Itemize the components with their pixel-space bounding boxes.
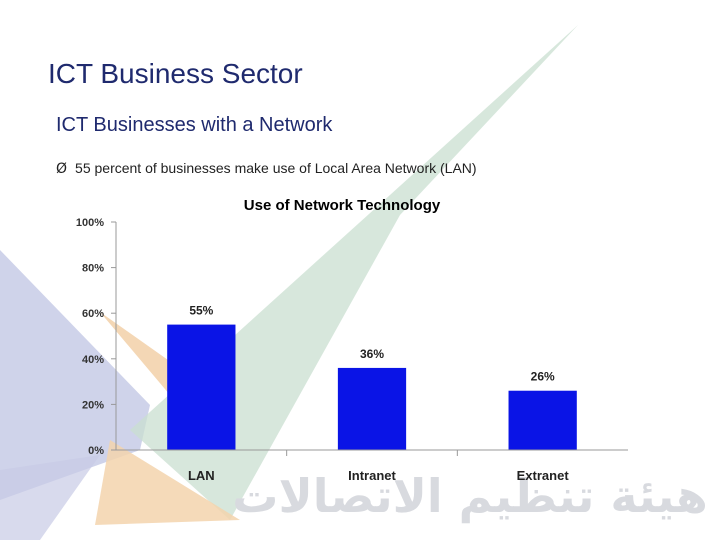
watermark-blue-shape-lower <box>0 455 100 540</box>
bar-extranet <box>508 390 577 450</box>
bar-chart: Use of Network Technology 0% 20% 40% 60% 80%… <box>76 197 628 483</box>
bullet-text: 55 percent of businesses make use of Loc… <box>75 160 477 176</box>
x-tick-label: Intranet <box>348 468 396 483</box>
y-tick-label: 80% <box>82 263 104 275</box>
bullet-point: Ø 55 percent of businesses make use of Lo… <box>56 160 477 177</box>
watermark-orange-shape-lower <box>95 440 240 525</box>
data-label: 26% <box>531 370 555 384</box>
watermark-arabic-text: هيئة تنظيم الاتصالات <box>232 469 707 523</box>
x-tick-label: LAN <box>188 468 215 483</box>
watermark-green-shape <box>130 25 578 520</box>
x-tick-label: Extranet <box>517 468 570 483</box>
y-tick-label: 0% <box>88 445 104 457</box>
data-label: 36% <box>360 347 384 361</box>
watermark-blue-shape <box>0 250 150 500</box>
bar-lan <box>167 324 236 450</box>
bullet-arrow-icon: Ø <box>56 161 68 177</box>
y-tick-label: 60% <box>82 308 104 320</box>
y-tick-label: 20% <box>82 399 104 411</box>
data-label: 55% <box>189 304 213 318</box>
y-tick-label: 100% <box>76 217 104 229</box>
chart-title: Use of Network Technology <box>244 197 441 214</box>
slide-title: ICT Business Sector <box>48 58 303 89</box>
y-tick-label: 40% <box>82 354 104 366</box>
watermark-orange-shape <box>100 312 185 395</box>
slide-subtitle: ICT Businesses with a Network <box>56 114 333 136</box>
bar-intranet <box>337 367 407 450</box>
